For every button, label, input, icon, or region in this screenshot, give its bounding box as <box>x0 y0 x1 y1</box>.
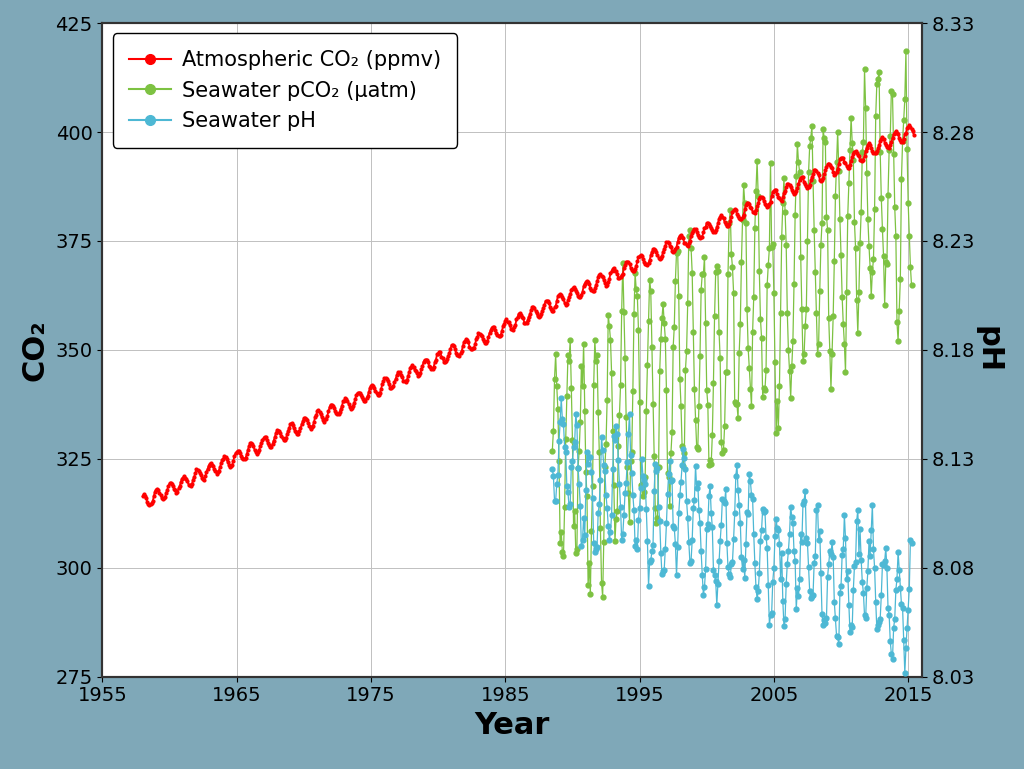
Legend: Atmospheric CO₂ (ppmv), Seawater pCO₂ (μatm), Seawater pH: Atmospheric CO₂ (ppmv), Seawater pCO₂ (μ… <box>113 34 458 148</box>
Y-axis label: pH: pH <box>974 326 1002 374</box>
X-axis label: Year: Year <box>474 711 550 740</box>
Y-axis label: CO₂: CO₂ <box>20 319 50 381</box>
